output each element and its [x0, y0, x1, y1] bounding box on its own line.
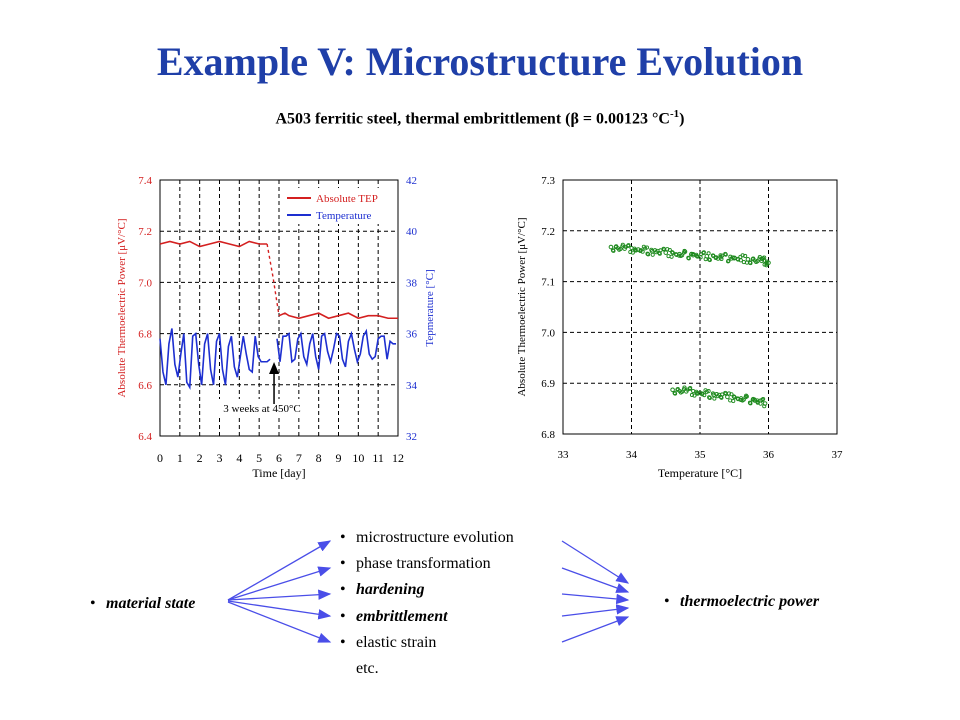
bullet-icon: • — [340, 580, 356, 600]
list-item-label: phase transformation — [356, 555, 491, 572]
list-item-label: elastic strain — [356, 634, 436, 651]
list-item: • phase transformation — [340, 554, 491, 574]
bullet-icon: • — [340, 607, 356, 627]
arrow-from-hardening — [562, 594, 628, 600]
bullet-icon: • — [340, 633, 356, 653]
list-item-label: embrittlement — [356, 608, 448, 625]
list-item: • microstructure evolution — [340, 528, 514, 548]
thermoelectric-power-item: • thermoelectric power — [664, 592, 819, 612]
arrow-from-elastic-strain — [562, 617, 628, 642]
arrow-from-embrittlement — [562, 608, 628, 616]
bullet-icon: • — [664, 592, 680, 612]
arrow-to-microstructure — [228, 541, 330, 600]
list-item: • elastic strain — [340, 633, 436, 653]
material-state-label: material state — [106, 595, 195, 612]
bullet-icon: • — [340, 554, 356, 574]
arrow-from-microstructure — [562, 541, 628, 583]
list-item-label: microstructure evolution — [356, 529, 514, 546]
arrow-from-phase — [562, 568, 628, 592]
list-item-label: etc. — [356, 660, 379, 677]
bullet-icon: • — [340, 528, 356, 548]
list-item: • hardening — [340, 580, 424, 600]
material-state-item: • material state — [90, 594, 195, 614]
list-item: • embrittlement — [340, 607, 448, 627]
list-item-label: hardening — [356, 581, 424, 598]
list-item: etc. — [356, 659, 379, 679]
thermoelectric-power-label: thermoelectric power — [680, 593, 819, 610]
bullet-icon: • — [90, 594, 106, 614]
